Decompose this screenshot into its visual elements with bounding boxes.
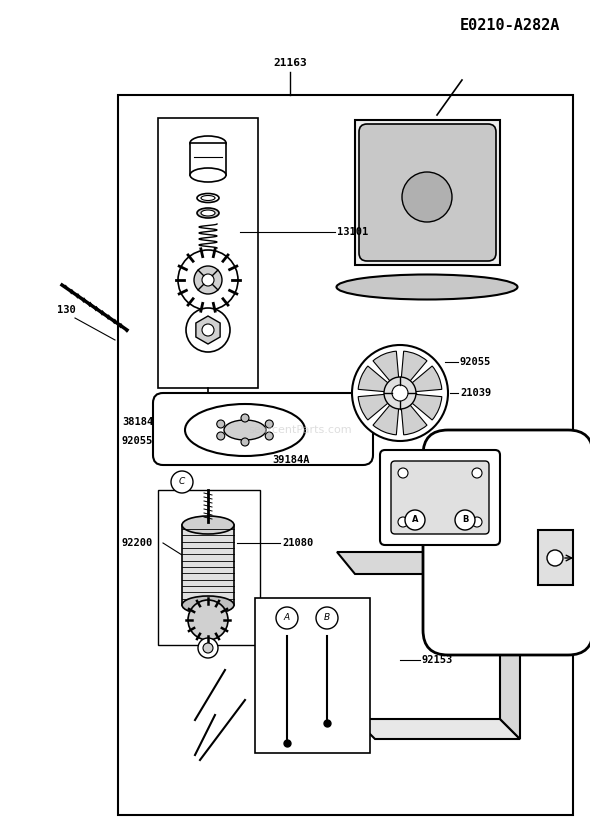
Circle shape bbox=[202, 324, 214, 336]
Ellipse shape bbox=[197, 208, 219, 218]
Text: 130: 130 bbox=[57, 305, 76, 315]
Polygon shape bbox=[355, 719, 520, 739]
Polygon shape bbox=[337, 552, 518, 574]
FancyBboxPatch shape bbox=[423, 430, 590, 655]
Wedge shape bbox=[400, 352, 427, 393]
Text: 92055: 92055 bbox=[122, 436, 153, 446]
Circle shape bbox=[276, 607, 298, 629]
Circle shape bbox=[384, 377, 416, 409]
Text: 21080: 21080 bbox=[282, 538, 313, 548]
Text: 21163: 21163 bbox=[273, 58, 307, 68]
Circle shape bbox=[547, 550, 563, 566]
Wedge shape bbox=[373, 352, 400, 393]
Circle shape bbox=[405, 510, 425, 530]
Text: 39184A: 39184A bbox=[272, 455, 310, 465]
Circle shape bbox=[266, 420, 273, 428]
Bar bbox=[118, 95, 573, 815]
Circle shape bbox=[186, 308, 230, 352]
Polygon shape bbox=[196, 316, 220, 344]
Bar bbox=[158, 118, 258, 388]
Bar bbox=[190, 143, 226, 175]
Ellipse shape bbox=[201, 195, 215, 201]
FancyBboxPatch shape bbox=[380, 450, 500, 545]
Wedge shape bbox=[400, 366, 442, 393]
Bar bbox=[182, 525, 234, 605]
Ellipse shape bbox=[190, 136, 226, 150]
Ellipse shape bbox=[190, 168, 226, 182]
Circle shape bbox=[472, 517, 482, 527]
Text: 92153: 92153 bbox=[422, 655, 453, 665]
Circle shape bbox=[194, 266, 222, 294]
Circle shape bbox=[352, 345, 448, 441]
Bar bbox=[158, 490, 260, 645]
Ellipse shape bbox=[336, 274, 517, 300]
Ellipse shape bbox=[182, 596, 234, 614]
Text: C: C bbox=[179, 477, 185, 487]
Ellipse shape bbox=[185, 404, 305, 456]
Circle shape bbox=[241, 438, 249, 446]
Circle shape bbox=[266, 432, 273, 440]
Circle shape bbox=[202, 274, 214, 286]
Text: 13101: 13101 bbox=[337, 227, 368, 237]
Bar bbox=[255, 598, 370, 753]
Text: 21039: 21039 bbox=[460, 388, 491, 398]
Circle shape bbox=[217, 420, 225, 428]
Text: E0210-A282A: E0210-A282A bbox=[460, 18, 560, 33]
Circle shape bbox=[171, 471, 193, 493]
Text: B: B bbox=[324, 613, 330, 623]
Wedge shape bbox=[400, 393, 442, 420]
Circle shape bbox=[178, 250, 238, 310]
Wedge shape bbox=[400, 393, 427, 435]
Circle shape bbox=[392, 385, 408, 401]
Text: searcentParts.com: searcentParts.com bbox=[248, 425, 352, 435]
Ellipse shape bbox=[182, 516, 234, 534]
Ellipse shape bbox=[201, 210, 215, 216]
FancyBboxPatch shape bbox=[153, 393, 373, 465]
Circle shape bbox=[198, 638, 218, 658]
Wedge shape bbox=[358, 393, 400, 420]
Bar bbox=[538, 530, 573, 585]
Circle shape bbox=[217, 432, 225, 440]
Text: 92055: 92055 bbox=[460, 357, 491, 367]
Wedge shape bbox=[358, 366, 400, 393]
Circle shape bbox=[241, 414, 249, 422]
Text: 92200: 92200 bbox=[122, 538, 153, 548]
Circle shape bbox=[203, 643, 213, 653]
Text: 38184: 38184 bbox=[122, 417, 153, 427]
Circle shape bbox=[316, 607, 338, 629]
FancyBboxPatch shape bbox=[391, 461, 489, 534]
Ellipse shape bbox=[224, 420, 266, 440]
Ellipse shape bbox=[402, 172, 452, 222]
Text: A: A bbox=[284, 613, 290, 623]
Text: A: A bbox=[412, 515, 418, 524]
Circle shape bbox=[398, 468, 408, 478]
Circle shape bbox=[472, 468, 482, 478]
Bar bbox=[355, 120, 500, 265]
Circle shape bbox=[398, 517, 408, 527]
Text: B: B bbox=[462, 515, 468, 524]
Ellipse shape bbox=[197, 194, 219, 202]
Circle shape bbox=[188, 600, 228, 640]
Circle shape bbox=[455, 510, 475, 530]
Polygon shape bbox=[500, 574, 520, 739]
FancyBboxPatch shape bbox=[359, 124, 496, 261]
Wedge shape bbox=[373, 393, 400, 435]
